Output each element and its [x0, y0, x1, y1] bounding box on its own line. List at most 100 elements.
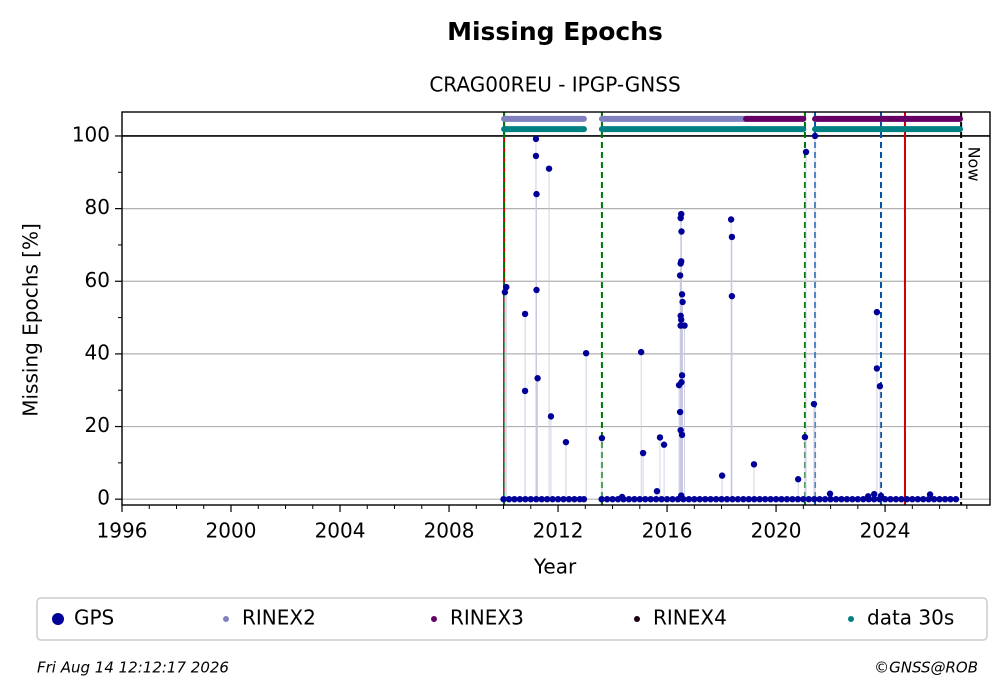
x-tick-label: 2008 — [424, 519, 475, 543]
x-tick-label: 2012 — [533, 519, 584, 543]
y-axis-label: Missing Epochs [%] — [19, 223, 43, 417]
data-point — [727, 216, 735, 223]
data-point — [826, 490, 834, 497]
data-point — [527, 495, 534, 503]
x-tick-label: 2000 — [206, 519, 257, 543]
x-tick-label: 2004 — [315, 519, 366, 543]
data-point — [728, 233, 736, 241]
data-point — [811, 132, 819, 140]
data-point — [678, 431, 686, 439]
legend-label: GPS — [74, 606, 114, 630]
data-point — [598, 495, 605, 503]
data-point — [501, 288, 509, 296]
data-point — [728, 292, 736, 300]
data-point — [870, 490, 878, 498]
data-point — [860, 495, 867, 503]
data-point — [810, 400, 818, 408]
legend-label: RINEX2 — [242, 606, 316, 630]
data-point — [729, 495, 736, 503]
data-point — [914, 495, 921, 503]
data-point — [642, 495, 649, 503]
data-point — [678, 228, 685, 235]
data-point — [745, 495, 753, 503]
data-point — [678, 316, 685, 323]
data-point — [521, 310, 529, 318]
y-tick-label: 100 — [72, 122, 110, 146]
data-point — [870, 495, 878, 503]
data-point — [887, 495, 894, 503]
data-point — [832, 495, 840, 503]
data-point — [740, 495, 747, 503]
data-point — [676, 408, 684, 416]
data-point — [898, 495, 905, 503]
data-point — [538, 495, 545, 503]
data-point — [533, 495, 540, 503]
data-point — [532, 135, 540, 143]
data-point — [656, 434, 664, 441]
data-point — [582, 349, 590, 357]
data-point — [707, 495, 714, 503]
data-point — [560, 495, 567, 503]
data-point — [609, 495, 616, 503]
data-point — [511, 495, 518, 503]
data-point — [789, 495, 796, 503]
footer-credit: ©GNSS@ROB — [874, 659, 978, 677]
data-point — [547, 413, 555, 420]
data-point — [603, 495, 611, 503]
data-point — [653, 487, 661, 495]
data-point — [772, 495, 780, 503]
data-point — [767, 495, 774, 503]
legend-box — [36, 597, 988, 641]
data-point — [718, 495, 725, 503]
data-point — [678, 258, 685, 265]
data-point — [702, 495, 709, 503]
data-point — [681, 322, 688, 329]
data-point — [598, 434, 606, 442]
data-point — [873, 308, 881, 316]
x-tick-label: 2020 — [751, 519, 802, 543]
data-point — [516, 495, 524, 503]
data-point — [864, 493, 872, 500]
data-point — [801, 433, 809, 441]
x-tick-label: 2016 — [642, 519, 693, 543]
data-point — [625, 495, 633, 503]
data-point — [532, 152, 540, 160]
data-point — [936, 495, 943, 503]
data-point — [669, 495, 676, 503]
data-point — [843, 495, 851, 503]
data-point — [794, 476, 802, 483]
legend-label: RINEX4 — [653, 606, 727, 630]
y-tick-label: 40 — [85, 340, 110, 364]
data-point — [854, 495, 862, 503]
data-point — [543, 495, 551, 503]
legend-label: RINEX3 — [450, 606, 524, 630]
data-point — [534, 375, 541, 382]
data-point — [652, 495, 660, 503]
data-point — [838, 495, 845, 503]
y-tick-label: 60 — [85, 268, 110, 292]
x-tick-label: 1996 — [97, 519, 148, 543]
event-label: Now — [965, 147, 984, 182]
data-point — [723, 495, 731, 503]
y-tick-label: 0 — [97, 486, 110, 510]
data-point — [750, 461, 758, 468]
chart-title: Missing Epochs — [447, 17, 663, 46]
data-point — [679, 298, 686, 306]
data-point — [571, 495, 578, 503]
legend-marker — [848, 616, 854, 622]
y-tick-label: 80 — [85, 195, 110, 219]
data-point — [718, 472, 726, 479]
data-point — [533, 190, 540, 198]
data-point — [678, 210, 685, 218]
data-point — [660, 441, 668, 448]
x-axis-label: Year — [533, 555, 577, 579]
data-point — [920, 495, 927, 503]
chart-subtitle: CRAG00REU - IPGP-GNSS — [429, 73, 680, 97]
y-tick-label: 20 — [85, 413, 110, 437]
data-point — [696, 495, 703, 503]
legend-marker — [634, 616, 640, 622]
data-point — [930, 495, 938, 503]
data-point — [580, 495, 588, 503]
data-point — [947, 495, 954, 503]
data-point — [892, 495, 900, 503]
